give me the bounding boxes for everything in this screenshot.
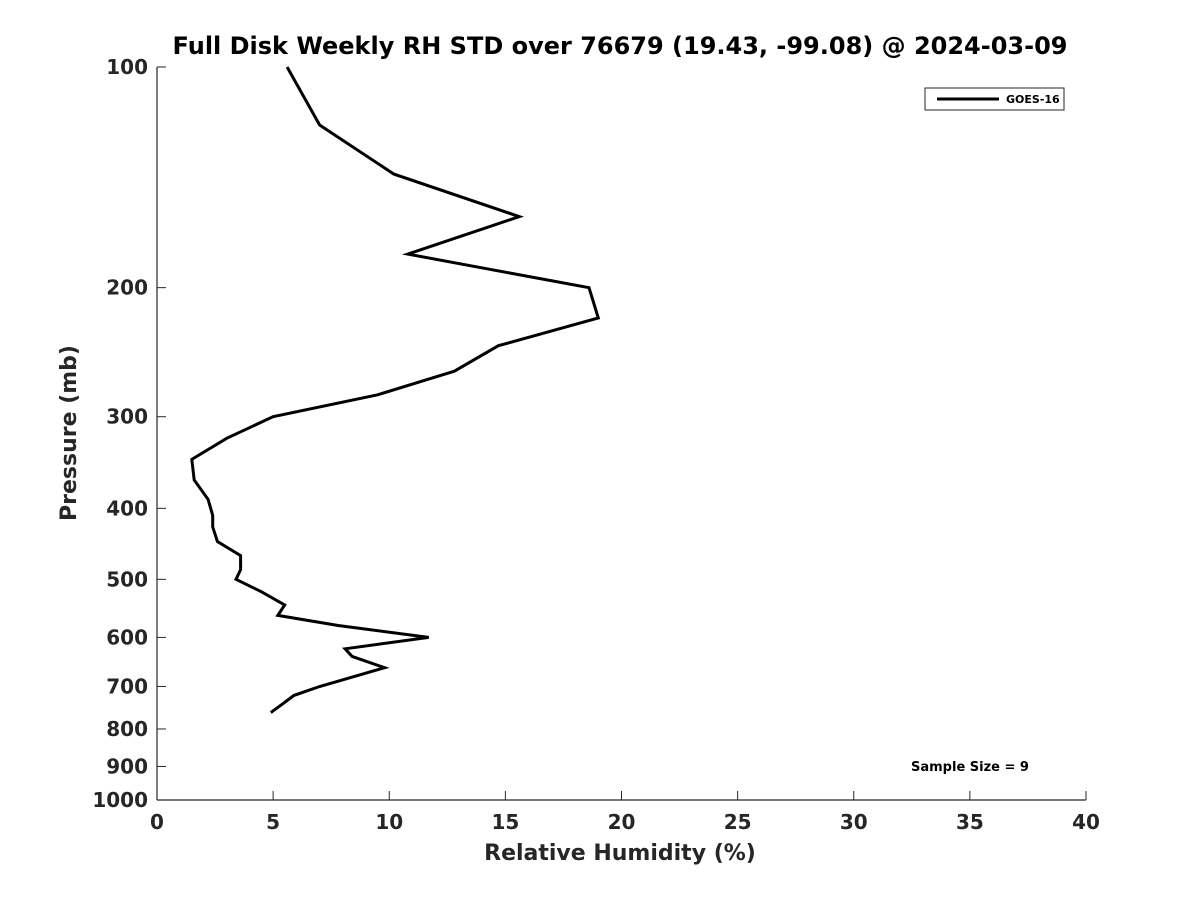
sample-size-note: Sample Size = 9 xyxy=(911,760,1029,775)
y-tick-label: 1000 xyxy=(92,788,148,812)
x-tick-label: 30 xyxy=(840,810,868,834)
y-tick-label: 600 xyxy=(106,625,148,649)
y-tick-label: 400 xyxy=(106,496,148,520)
y-tick-label: 500 xyxy=(106,567,148,591)
legend-label-goes-16: GOES-16 xyxy=(1006,93,1060,106)
y-tick-label: 100 xyxy=(106,55,148,79)
y-tick-label: 300 xyxy=(106,405,148,429)
chart-title: Full Disk Weekly RH STD over 76679 (19.4… xyxy=(173,32,1068,60)
y-tick-label: 800 xyxy=(106,717,148,741)
x-tick-label: 5 xyxy=(266,810,280,834)
y-tick-label: 900 xyxy=(106,754,148,778)
y-tick-label: 700 xyxy=(106,674,148,698)
x-axis-ticks: 0 5 10 15 20 25 30 35 40 xyxy=(150,791,1100,834)
x-tick-label: 35 xyxy=(956,810,984,834)
x-tick-label: 25 xyxy=(724,810,752,834)
series-group xyxy=(190,66,601,714)
legend: GOES-16 xyxy=(924,87,1065,111)
x-tick-label: 0 xyxy=(150,810,164,834)
x-tick-label: 40 xyxy=(1072,810,1100,834)
x-tick-label: 10 xyxy=(375,810,403,834)
axes xyxy=(156,67,1086,801)
x-tick-label: 15 xyxy=(491,810,519,834)
y-tick-label: 200 xyxy=(106,276,148,300)
x-axis-label: Relative Humidity (%) xyxy=(484,841,756,866)
y-axis-ticks: 100 200 300 400 500 600 700 800 900 1000 xyxy=(92,55,166,812)
series-line-goes-16 xyxy=(190,66,601,714)
x-tick-label: 20 xyxy=(608,810,636,834)
y-axis-label: Pressure (mb) xyxy=(57,345,82,521)
